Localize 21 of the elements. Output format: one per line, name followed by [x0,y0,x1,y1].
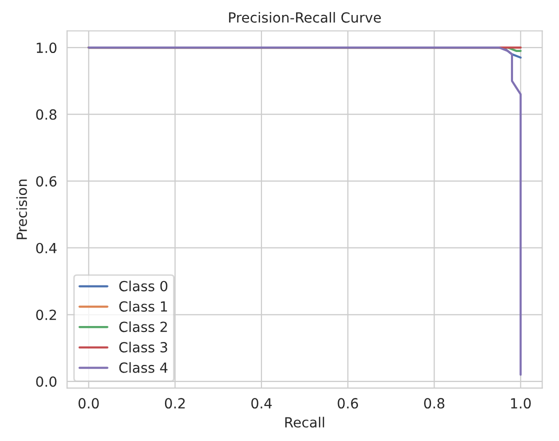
x-axis-title: Recall [285,416,324,428]
x-tick-label: 0.2 [164,398,185,409]
x-tick-label: 0.0 [78,398,99,409]
x-tick-label: 0.6 [338,398,358,409]
legend-label: Class 3 [119,342,168,353]
legend-label: Class 1 [119,300,167,312]
y-tick-label: 0.6 [36,176,56,187]
legend-label: Class 4 [119,362,168,373]
y-tick-label: 0.8 [36,109,56,120]
x-tick-label: 0.4 [251,398,272,409]
y-tick-label: 0.2 [36,310,56,320]
y-axis-title: Precision [16,180,28,240]
x-tick-label: 1.0 [511,398,531,409]
y-tick-label: 1.0 [36,42,56,54]
y-tick-label: 0.0 [36,376,56,387]
x-tick-label: 0.8 [424,398,444,409]
legend-label: Class 0 [119,280,168,292]
y-tick-label: 0.4 [36,242,57,254]
line-series [88,46,522,376]
chart-title: Precision-Recall Curve [229,12,381,23]
legend-label: Class 2 [119,321,167,332]
